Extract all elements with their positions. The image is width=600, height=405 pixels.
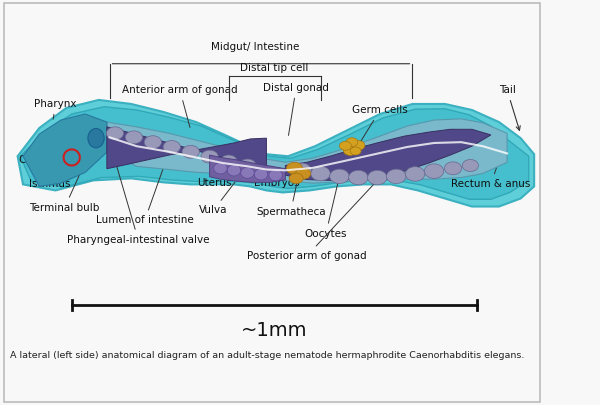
Circle shape [424,164,444,178]
Circle shape [445,162,461,175]
Circle shape [343,145,357,156]
Circle shape [329,169,349,183]
Circle shape [311,166,330,181]
Circle shape [106,127,124,140]
Circle shape [368,171,387,185]
Circle shape [239,159,256,172]
Ellipse shape [254,169,268,180]
Polygon shape [20,107,529,199]
Text: Distal gonad: Distal gonad [263,83,329,135]
Ellipse shape [269,170,283,181]
Text: Vulva: Vulva [199,182,235,215]
Circle shape [386,169,406,183]
Text: Pharyngeal-intestinal valve: Pharyngeal-intestinal valve [67,141,209,245]
Circle shape [220,155,237,168]
Circle shape [182,145,199,158]
Polygon shape [286,129,491,180]
Circle shape [462,160,478,172]
Circle shape [346,138,358,147]
Text: Terminal bulb: Terminal bulb [29,141,100,213]
Text: Isthmus: Isthmus [29,151,71,189]
Text: ~1mm: ~1mm [241,321,308,340]
Polygon shape [107,127,266,169]
Circle shape [350,147,361,155]
Text: A lateral (left side) anatomical diagram of an adult-stage nematode hermaphrodit: A lateral (left side) anatomical diagram… [10,351,524,360]
Text: Pharynx: Pharynx [34,99,77,119]
Text: Oocytes: Oocytes [305,179,347,239]
Circle shape [340,141,352,150]
Text: Rectum & anus: Rectum & anus [451,163,530,189]
Polygon shape [209,155,286,182]
Circle shape [163,141,181,153]
Polygon shape [17,100,534,207]
Text: Lumen of intestine: Lumen of intestine [96,154,194,226]
Circle shape [349,171,368,185]
Ellipse shape [241,167,254,178]
Circle shape [201,150,218,163]
Text: Uterus: Uterus [197,160,231,188]
Text: Anterior arm of gonad: Anterior arm of gonad [122,85,238,128]
Text: Distal tip cell: Distal tip cell [241,63,309,73]
Text: Corpus: Corpus [18,141,55,165]
Text: Spermatheca: Spermatheca [256,176,326,217]
Circle shape [125,131,143,144]
Text: Tail: Tail [499,85,520,130]
Circle shape [286,162,302,174]
Text: Germ cells: Germ cells [352,105,408,145]
Text: Posterior arm of gonad: Posterior arm of gonad [247,179,378,261]
Text: Embryos: Embryos [254,173,300,188]
Circle shape [292,163,311,177]
Circle shape [144,136,161,149]
Ellipse shape [214,163,227,174]
Polygon shape [23,114,107,186]
Polygon shape [107,119,507,183]
Ellipse shape [88,128,104,148]
Text: Midgut/ Intestine: Midgut/ Intestine [211,42,300,52]
Circle shape [352,141,365,150]
Circle shape [296,168,311,179]
Circle shape [289,173,303,183]
Ellipse shape [227,165,241,176]
Circle shape [406,167,425,181]
